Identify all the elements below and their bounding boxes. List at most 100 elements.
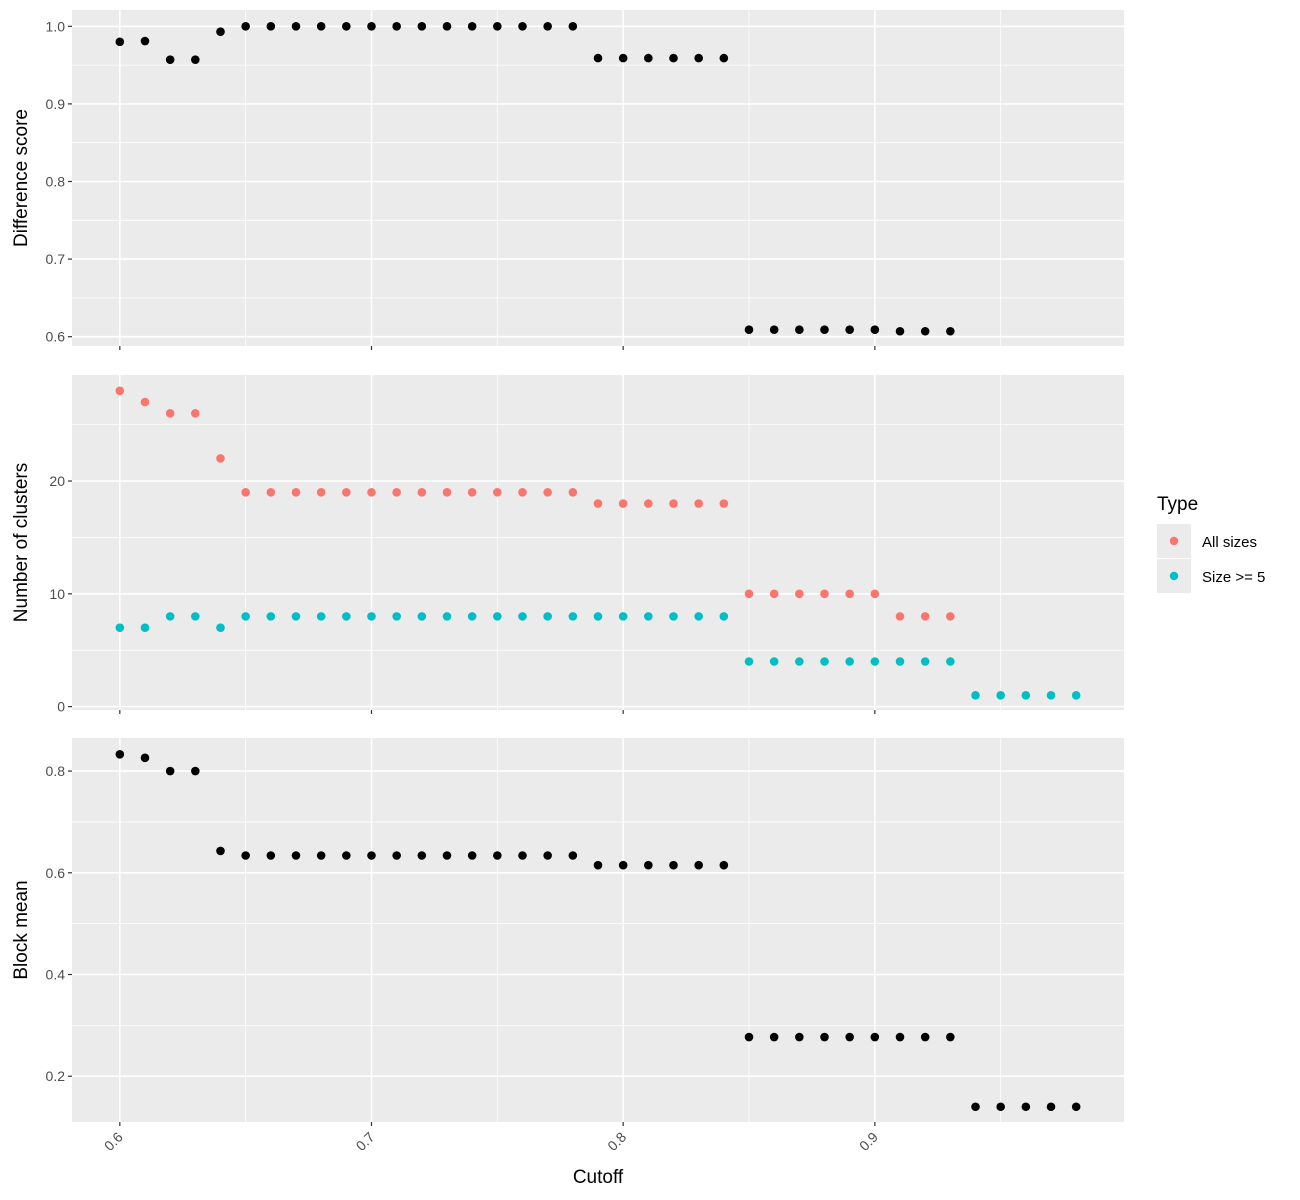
legend: Type All sizes Size >= 5 [1157, 494, 1265, 593]
data-point [241, 612, 250, 621]
data-point [442, 488, 452, 497]
data-point [115, 749, 125, 759]
data-point [467, 21, 477, 31]
data-point [593, 860, 603, 870]
data-point [140, 397, 150, 407]
data-point [543, 612, 552, 621]
data-point [618, 612, 628, 621]
data-point [442, 851, 452, 860]
data-point [191, 409, 200, 418]
data-point [895, 1032, 905, 1042]
data-point [1071, 1102, 1081, 1112]
data-point [291, 612, 301, 621]
data-point [493, 488, 502, 497]
data-point [543, 21, 552, 31]
data-point [946, 326, 955, 336]
data-point [694, 53, 703, 63]
data-point [316, 488, 326, 497]
data-point [694, 860, 703, 870]
data-point [115, 623, 125, 632]
data-point [342, 488, 351, 497]
data-point [342, 21, 351, 31]
data-point [744, 589, 754, 599]
panel-2: 0 10 20 Number of clusters [11, 375, 1124, 715]
data-point [694, 499, 703, 508]
data-point [191, 612, 200, 621]
data-point [266, 21, 276, 31]
data-point [216, 454, 225, 463]
data-point [417, 21, 427, 31]
legend-label-size-5: Size >= 5 [1202, 569, 1265, 586]
data-point [618, 860, 628, 870]
y-axis-title: Difference score [11, 109, 32, 247]
data-point [870, 325, 880, 335]
data-point [417, 488, 427, 497]
data-point [820, 325, 829, 335]
data-point [291, 21, 301, 31]
data-point [467, 612, 477, 621]
data-point [744, 325, 754, 335]
data-point [593, 612, 603, 621]
data-point [719, 860, 729, 870]
data-point [392, 21, 401, 31]
legend-title: Type [1157, 494, 1198, 515]
data-point [971, 1102, 980, 1112]
data-point [920, 657, 930, 666]
data-point [870, 657, 880, 666]
data-point [140, 623, 150, 632]
y-tick-label: 0.2 [46, 1068, 66, 1084]
data-point [115, 37, 125, 47]
data-point [392, 851, 401, 860]
data-point [417, 851, 427, 860]
data-point [719, 499, 729, 508]
data-point [769, 325, 779, 335]
legend-label-all-sizes: All sizes [1202, 534, 1257, 551]
data-point [895, 326, 905, 336]
data-point [694, 612, 703, 621]
panel-background [72, 10, 1124, 346]
data-point [543, 851, 552, 860]
data-point [266, 851, 276, 860]
data-point [669, 612, 678, 621]
data-point [644, 53, 653, 63]
data-point [946, 657, 955, 666]
data-point [467, 851, 477, 860]
data-point [568, 612, 578, 621]
data-point [518, 488, 527, 497]
data-point [870, 589, 880, 599]
data-point [367, 612, 376, 621]
data-point [467, 488, 477, 497]
data-point [342, 851, 351, 860]
data-point [920, 326, 930, 336]
panel-background [72, 738, 1124, 1122]
data-point [996, 1102, 1005, 1112]
data-point [845, 1032, 854, 1042]
data-point [769, 657, 779, 666]
data-point [795, 1032, 804, 1042]
data-point [996, 691, 1005, 700]
data-point [568, 21, 578, 31]
data-point [543, 488, 552, 497]
data-point [518, 851, 527, 860]
y-tick-label: 0.8 [46, 173, 66, 189]
data-point [140, 753, 150, 763]
data-point [417, 612, 427, 621]
data-point [493, 851, 502, 860]
data-point [669, 53, 678, 63]
data-point [291, 851, 301, 860]
data-point [367, 851, 376, 860]
data-point [316, 612, 326, 621]
data-point [241, 851, 250, 860]
data-point [1021, 1102, 1031, 1112]
x-tick-label: 0.9 [856, 1129, 881, 1154]
data-point [845, 325, 854, 335]
data-point [946, 1032, 955, 1042]
data-point [367, 21, 376, 31]
x-axis-title: Cutoff [573, 1167, 624, 1188]
data-point [920, 612, 930, 621]
data-point [216, 846, 225, 856]
data-point [946, 612, 955, 621]
y-tick-label: 20 [49, 473, 65, 489]
data-point [644, 860, 653, 870]
data-point [618, 499, 628, 508]
